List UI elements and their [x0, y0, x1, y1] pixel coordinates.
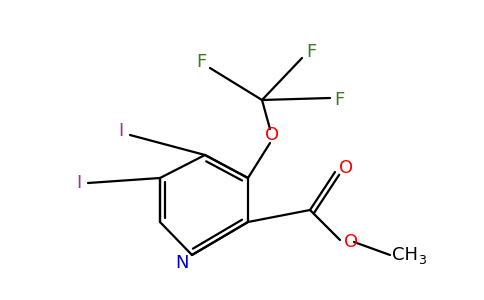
Text: F: F	[196, 53, 206, 71]
Text: F: F	[306, 43, 316, 61]
Text: I: I	[119, 122, 124, 140]
Text: 3: 3	[418, 254, 426, 266]
Text: CH: CH	[392, 246, 418, 264]
Text: O: O	[265, 126, 279, 144]
Text: I: I	[77, 174, 82, 192]
Text: O: O	[339, 159, 353, 177]
Text: F: F	[334, 91, 344, 109]
Text: O: O	[344, 233, 358, 251]
Text: N: N	[175, 254, 189, 272]
